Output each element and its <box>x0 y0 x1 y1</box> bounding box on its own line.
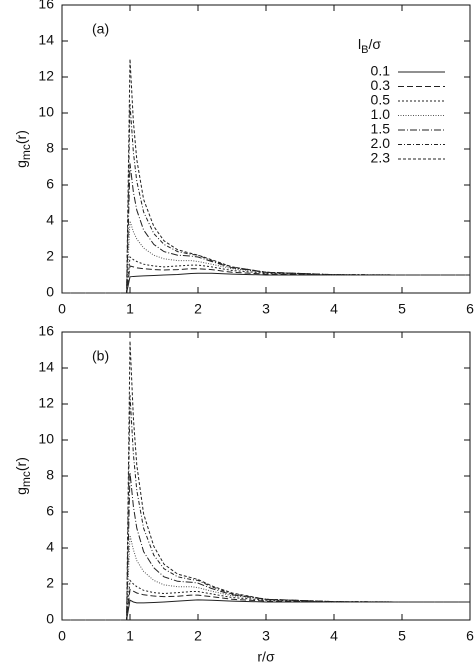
panel-label: (a) <box>92 21 109 37</box>
x-tick-label: 6 <box>466 628 474 644</box>
y-axis-label-sub: mc <box>19 144 33 160</box>
x-axis-label: r/σ <box>257 649 275 665</box>
data-line <box>62 394 470 621</box>
legend-title-base: l <box>358 36 361 52</box>
legend-label: 0.1 <box>371 63 391 79</box>
legend-label: 2.3 <box>371 150 391 166</box>
x-tick-label: 5 <box>398 301 406 317</box>
y-tick-label: 14 <box>38 32 54 48</box>
x-tick-label: 0 <box>58 628 66 644</box>
legend-title-sub: B <box>361 44 368 56</box>
y-axis-label: gmc(r) <box>13 457 33 495</box>
panel-label: (b) <box>92 348 109 364</box>
y-axis-label-rest: (r) <box>13 457 29 471</box>
y-axis-label-sub: mc <box>19 471 33 487</box>
x-tick-label: 4 <box>330 301 338 317</box>
x-tick-label: 5 <box>398 628 406 644</box>
data-line <box>62 103 470 294</box>
data-line <box>62 588 470 621</box>
legend-label: 1.0 <box>371 106 391 122</box>
y-tick-label: 12 <box>38 395 54 411</box>
plot-frame <box>61 331 471 621</box>
x-tick-label: 4 <box>330 628 338 644</box>
y-tick-label: 2 <box>46 248 54 264</box>
y-tick-label: 4 <box>46 539 54 555</box>
legend-title-rest: /σ <box>368 36 381 52</box>
y-axis-label-rest: (r) <box>13 130 29 144</box>
y-tick-label: 10 <box>38 104 54 120</box>
plot-frame <box>61 4 471 294</box>
data-line <box>62 340 470 621</box>
y-tick-label: 8 <box>46 467 54 483</box>
y-tick-label: 0 <box>46 611 54 627</box>
legend-label: 1.5 <box>371 121 391 137</box>
data-line <box>62 535 470 621</box>
y-tick-label: 14 <box>38 359 54 375</box>
x-tick-label: 2 <box>194 301 202 317</box>
y-tick-label: 6 <box>46 503 54 519</box>
x-tick-label: 3 <box>262 301 270 317</box>
data-line <box>62 272 470 294</box>
y-tick-label: 2 <box>46 575 54 591</box>
y-tick-label: 4 <box>46 212 54 228</box>
data-line <box>62 58 470 294</box>
y-axis-label-base: g <box>13 487 29 495</box>
y-tick-label: 10 <box>38 431 54 447</box>
data-line <box>62 163 470 294</box>
legend-label: 2.0 <box>371 135 391 151</box>
x-tick-label: 2 <box>194 628 202 644</box>
y-tick-label: 12 <box>38 68 54 84</box>
y-tick-label: 16 <box>38 0 54 12</box>
x-tick-label: 1 <box>126 301 134 317</box>
x-tick-label: 0 <box>58 301 66 317</box>
data-line <box>62 599 470 621</box>
x-tick-label: 1 <box>126 628 134 644</box>
x-tick-label: 6 <box>466 301 474 317</box>
y-tick-label: 16 <box>38 323 54 339</box>
legend-title: lB/σ <box>358 36 381 56</box>
y-tick-label: 0 <box>46 284 54 300</box>
y-axis-label: gmc(r) <box>13 130 33 168</box>
y-tick-label: 8 <box>46 140 54 156</box>
data-line <box>62 265 470 294</box>
legend-label: 0.5 <box>371 92 391 108</box>
data-line <box>62 472 470 621</box>
data-line <box>62 220 470 294</box>
x-tick-label: 3 <box>262 628 270 644</box>
legend-label: 0.3 <box>371 77 391 93</box>
y-axis-label-base: g <box>13 160 29 168</box>
y-tick-label: 6 <box>46 176 54 192</box>
